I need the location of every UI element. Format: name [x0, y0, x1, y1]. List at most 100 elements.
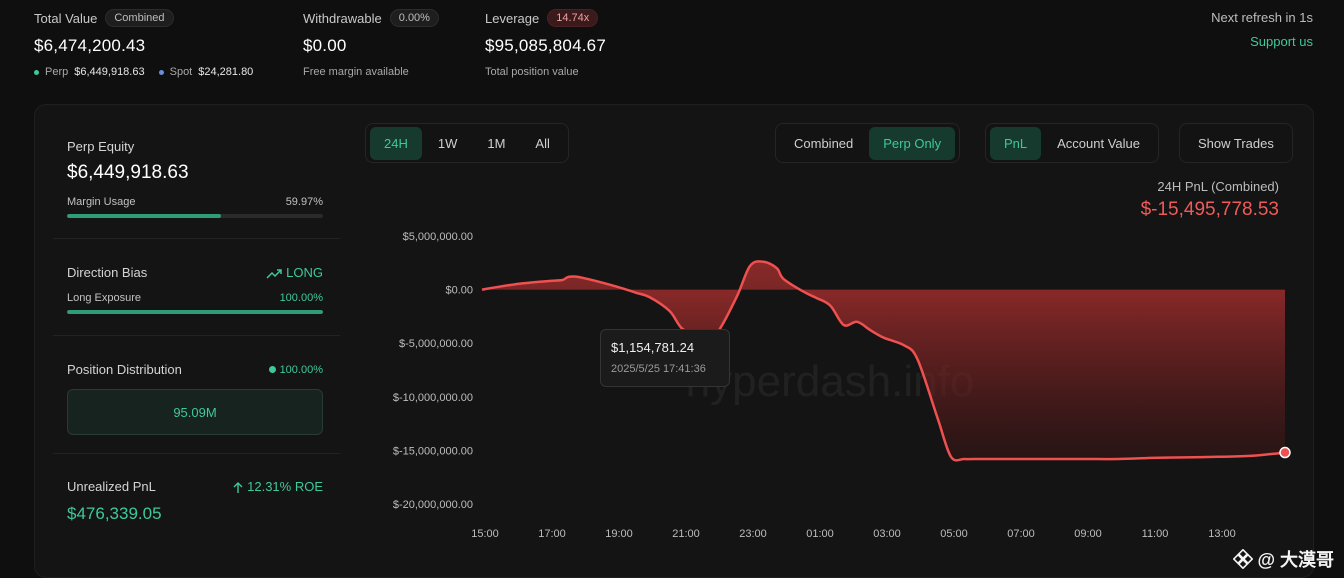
diamond-logo-icon — [1233, 549, 1254, 569]
tab-all[interactable]: All — [535, 135, 550, 151]
distribution-bar[interactable]: 95.09M — [67, 389, 323, 435]
x-tick-label: 19:00 — [605, 528, 633, 540]
withdrawable-sub: Free margin available — [303, 66, 409, 78]
unrealized-pnl-value: $476,339.05 — [67, 504, 162, 523]
spot-value: $24,281.80 — [198, 66, 254, 78]
margin-usage-bar — [67, 214, 323, 218]
divider — [53, 335, 340, 336]
margin-usage-value: 59.97% — [285, 196, 323, 208]
direction-bias-label: Direction Bias — [67, 265, 148, 280]
roe-indicator: 12.31% ROE — [233, 479, 323, 494]
x-tick-label: 11:00 — [1142, 528, 1169, 540]
roe-value: 12.31% ROE — [247, 479, 323, 494]
unrealized-pnl-label: Unrealized PnL — [67, 479, 156, 494]
x-tick-label: 15:00 — [471, 528, 499, 540]
tab-pnl[interactable]: PnL — [990, 126, 1042, 160]
spot-dot-icon — [158, 69, 164, 75]
total-value-breakdown: Perp $6,449,918.63 Spot $24,281.80 — [34, 66, 261, 78]
x-tick-label: 01:00 — [806, 528, 834, 540]
tab-1m[interactable]: 1M — [487, 135, 506, 151]
metric-tabs: PnL Account Value — [985, 123, 1160, 163]
y-tick-label: $-5,000,000.00 — [399, 338, 473, 350]
x-tick-label: 13:00 — [1208, 528, 1236, 540]
leverage-badge: 14.74x — [547, 9, 599, 27]
withdrawable-value: $0.00 — [303, 36, 347, 55]
unrealized-pnl-section: Unrealized PnL 12.31% ROE $476,339.05 — [67, 479, 323, 524]
support-link[interactable]: Support us — [1250, 34, 1313, 49]
long-exposure-fill — [67, 310, 323, 314]
tab-24h[interactable]: 24H — [370, 126, 422, 160]
leverage-label: Leverage — [485, 10, 540, 26]
divider — [53, 453, 340, 454]
y-tick-label: $0.00 — [445, 285, 473, 297]
arrow-up-icon — [233, 481, 243, 493]
direction-bias-indicator: LONG — [266, 265, 323, 280]
x-axis: 15:00 17:00 19:00 21:00 23:00 01:00 03:00 05:00… — [471, 528, 1236, 540]
position-distribution-section: Position Distribution 100.00% 95.09M — [67, 362, 323, 435]
y-axis: $5,000,000.00 $0.00 $-5,000,000.00 $-10,000… — [393, 231, 473, 511]
show-trades-wrapper: Show Trades — [1179, 123, 1293, 163]
mode-tabs: Combined Perp Only — [775, 123, 961, 163]
tooltip-date: 2025/5/25 17:41:36 — [611, 363, 706, 375]
distribution-bar-value: 95.09M — [173, 404, 217, 420]
leverage-sub: Total position value — [485, 66, 579, 78]
stats-sidebar: Perp Equity $6,449,918.63 Margin Usage 5… — [35, 105, 340, 578]
corner-watermark-text: @ 大漠哥 — [1257, 550, 1334, 570]
direction-bias-value: LONG — [286, 265, 323, 280]
x-tick-label: 07:00 — [1007, 528, 1035, 540]
long-exposure-label: Long Exposure — [67, 292, 141, 304]
tooltip-value: $1,154,781.24 — [611, 340, 695, 355]
pnl-header-value: $-15,495,778.53 — [1140, 199, 1279, 220]
trending-up-icon — [266, 268, 282, 279]
long-exposure-value: 100.00% — [279, 292, 323, 304]
account-summary: Total Value Combined $6,474,200.43 Perp … — [0, 8, 1344, 98]
pnl-gain-area — [482, 261, 1285, 290]
corner-watermark: @ 大漠哥 — [1233, 546, 1334, 572]
refresh-countdown: Next refresh in 1s — [1211, 10, 1313, 25]
perp-equity-section: Perp Equity $6,449,918.63 Margin Usage 5… — [67, 139, 323, 218]
tab-account-value[interactable]: Account Value — [1057, 135, 1141, 151]
pnl-loss-area — [626, 289, 1285, 461]
position-distribution-label: Position Distribution — [67, 362, 182, 377]
perp-equity-label: Perp Equity — [67, 139, 135, 154]
chart-tooltip: $1,154,781.24 2025/5/25 17:41:36 — [600, 329, 730, 387]
pnl-series-line — [481, 260, 1286, 462]
long-exposure-bar — [67, 310, 323, 314]
show-trades-button[interactable]: Show Trades — [1198, 135, 1274, 151]
tab-1w[interactable]: 1W — [437, 135, 458, 151]
y-tick-label: $-20,000,000.00 — [393, 499, 473, 511]
direction-bias-section: Direction Bias LONG Long Exposure 100.00… — [67, 265, 323, 314]
x-tick-label: 09:00 — [1074, 528, 1102, 540]
status-dot-icon — [268, 365, 276, 373]
leverage-block: Leverage 14.74x $95,085,804.67 Total pos… — [485, 8, 606, 78]
spot-label: Spot — [169, 66, 193, 78]
x-tick-label: 21:00 — [672, 528, 700, 540]
x-tick-label: 03:00 — [873, 528, 901, 540]
pnl-chart[interactable]: hyperdash.info $5,000,000.00$0.00$-5,000… — [335, 116, 1315, 556]
perp-equity-value: $6,449,918.63 — [67, 162, 189, 183]
perp-dot-icon — [34, 69, 39, 75]
withdrawable-block: Withdrawable 0.00% $0.00 Free margin ava… — [303, 8, 439, 78]
tab-perp-only[interactable]: Perp Only — [869, 126, 956, 160]
distribution-percent-value: 100.00% — [279, 363, 323, 376]
y-tick-label: $5,000,000.00 — [403, 231, 473, 243]
margin-usage-label: Margin Usage — [67, 196, 136, 208]
y-tick-label: $-10,000,000.00 — [393, 392, 473, 404]
leverage-value: $95,085,804.67 — [485, 36, 606, 55]
tab-combined[interactable]: Combined — [794, 135, 854, 151]
x-tick-label: 23:00 — [739, 528, 767, 540]
y-tick-label: $-15,000,000.00 — [393, 445, 473, 457]
total-value-label: Total Value — [34, 10, 98, 26]
perp-value: $6,449,918.63 — [74, 66, 145, 78]
total-value: $6,474,200.43 — [34, 36, 146, 55]
margin-usage-fill — [67, 214, 221, 218]
position-distribution-percent: 100.00% — [268, 363, 323, 376]
x-tick-label: 17:00 — [538, 528, 566, 540]
withdrawable-badge: 0.00% — [389, 9, 439, 27]
total-value-badge: Combined — [105, 9, 174, 27]
time-range-tabs: 24H 1W 1M All — [365, 123, 569, 163]
total-value-block: Total Value Combined $6,474,200.43 Perp … — [34, 8, 261, 78]
withdrawable-label: Withdrawable — [303, 10, 382, 26]
x-tick-label: 05:00 — [940, 528, 968, 540]
divider — [53, 238, 340, 239]
